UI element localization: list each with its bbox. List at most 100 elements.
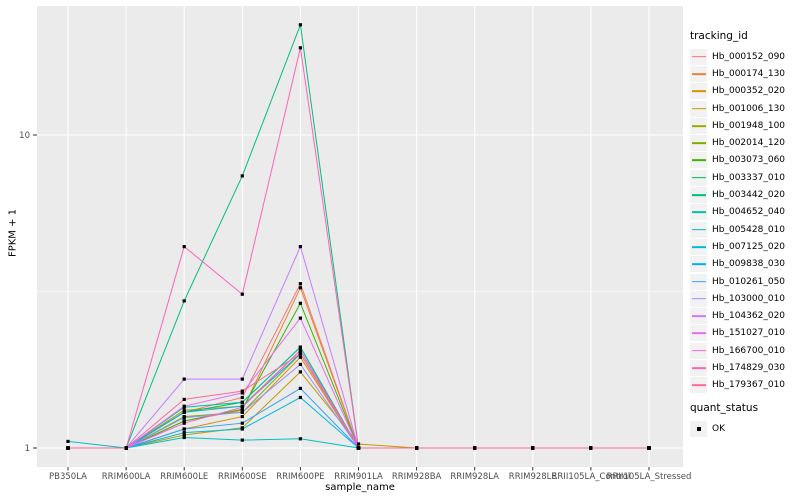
legend-entry-Hb_003337_010: Hb_003337_010 bbox=[690, 169, 800, 186]
plot-panel bbox=[37, 6, 683, 467]
legend-key-line-icon bbox=[690, 187, 707, 204]
legend-entry-label: Hb_010261_050 bbox=[712, 276, 786, 287]
legend-entry-label: Hb_000152_090 bbox=[712, 51, 786, 62]
legend-entry-label: Hb_000352_020 bbox=[712, 86, 786, 97]
legend-key-line-icon bbox=[690, 221, 707, 238]
legend-entry-Hb_179367_010: Hb_179367_010 bbox=[690, 377, 800, 394]
data-point bbox=[240, 174, 244, 178]
legend-entry-label: Hb_104362_020 bbox=[712, 311, 786, 322]
data-point bbox=[298, 46, 302, 50]
data-point bbox=[240, 421, 244, 425]
legend-entry-label: Hb_003337_010 bbox=[712, 172, 786, 183]
data-point bbox=[240, 377, 244, 381]
legend-title-quant-status: quant_status bbox=[690, 401, 759, 414]
x-tick-label: RRII105LA_Control bbox=[552, 472, 631, 482]
legend-shape-entries: OK bbox=[690, 420, 800, 437]
legend-entry-Hb_104362_020: Hb_104362_020 bbox=[690, 307, 800, 325]
legend-key-line-icon bbox=[690, 308, 707, 325]
legend-key-line-icon bbox=[690, 83, 707, 100]
legend-line-swatch bbox=[691, 176, 706, 179]
legend-entry-Hb_000152_090: Hb_000152_090 bbox=[690, 48, 800, 65]
data-point bbox=[182, 397, 186, 401]
legend-entry-label: Hb_174829_030 bbox=[712, 362, 786, 373]
square-point-icon bbox=[696, 426, 701, 431]
legend-key-line-icon bbox=[690, 117, 707, 134]
x-tick-label: RRIM600PE bbox=[276, 472, 324, 482]
x-tick-label: RRIM928BA bbox=[392, 472, 442, 482]
data-point bbox=[182, 431, 186, 435]
legend-key-line-icon bbox=[690, 256, 707, 273]
data-point bbox=[182, 410, 186, 414]
legend-key-line-icon bbox=[690, 238, 707, 255]
data-point bbox=[182, 416, 186, 420]
x-axis-title: sample_name bbox=[325, 482, 395, 493]
legend-line-swatch bbox=[691, 211, 706, 214]
data-point bbox=[298, 23, 302, 27]
data-point bbox=[298, 301, 302, 305]
legend-entry-label: OK bbox=[712, 423, 725, 434]
data-point bbox=[298, 386, 302, 390]
legend-color-entries: Hb_000152_090 Hb_000174_130 Hb_000352_020 H… bbox=[690, 48, 800, 394]
legend-entry-Hb_103000_010: Hb_103000_010 bbox=[690, 290, 800, 307]
data-point bbox=[240, 391, 244, 395]
legend-entry-Hb_007125_020: Hb_007125_020 bbox=[690, 238, 800, 255]
legend-entry-Hb_000352_020: Hb_000352_020 bbox=[690, 83, 800, 100]
legend-entry-label: Hb_003442_020 bbox=[712, 190, 786, 201]
legend-key-line-icon bbox=[690, 135, 707, 152]
data-point bbox=[182, 421, 186, 425]
data-point bbox=[66, 446, 70, 450]
legend-key-line-icon bbox=[690, 100, 707, 117]
data-point bbox=[182, 299, 186, 303]
data-point bbox=[356, 442, 361, 446]
data-point bbox=[298, 282, 302, 286]
legend-entry-label: Hb_001948_100 bbox=[712, 120, 786, 131]
x-tick-label: RRIM901LA bbox=[334, 472, 383, 482]
legend-key-line-icon bbox=[690, 290, 707, 307]
legend-line-swatch bbox=[691, 246, 706, 248]
data-point bbox=[298, 395, 302, 400]
x-tick-label: RRIM600LA bbox=[102, 472, 151, 482]
legend-key-line-icon bbox=[690, 342, 707, 359]
legend-line-swatch bbox=[691, 124, 706, 127]
data-point bbox=[240, 427, 244, 431]
y-axis-title: FPKM + 1 bbox=[7, 208, 19, 258]
data-point bbox=[356, 446, 361, 450]
legend-entry-label: Hb_002014_120 bbox=[712, 138, 786, 149]
data-point bbox=[298, 437, 302, 441]
legend-entry-Hb_003442_020: Hb_003442_020 bbox=[690, 186, 800, 204]
legend-line-swatch bbox=[691, 349, 706, 352]
legend-entry-label: Hb_103000_010 bbox=[712, 293, 786, 304]
legend-entry-quant-ok: OK bbox=[690, 420, 800, 437]
legend-line-swatch bbox=[691, 332, 706, 335]
data-point bbox=[182, 377, 186, 381]
legend-entry-label: Hb_003073_060 bbox=[712, 155, 786, 166]
legend-entry-label: Hb_009838_030 bbox=[712, 259, 786, 270]
x-tick-label: RRII105LA_Stressed bbox=[607, 472, 692, 482]
legend-entry-label: Hb_004652_040 bbox=[712, 207, 786, 218]
data-point bbox=[182, 245, 186, 249]
legend-entry-label: Hb_179367_010 bbox=[712, 380, 786, 391]
legend: tracking_id Hb_000152_090 Hb_000174_130 Hb… bbox=[690, 30, 800, 437]
legend-entry-Hb_000174_130: Hb_000174_130 bbox=[690, 65, 800, 82]
legend-line-swatch bbox=[691, 142, 706, 144]
data-point bbox=[182, 435, 186, 440]
legend-line-swatch bbox=[691, 367, 706, 369]
legend-key-line-icon bbox=[690, 169, 707, 186]
legend-key-square-icon bbox=[690, 420, 707, 437]
y-tick-label: 10 bbox=[19, 131, 30, 141]
legend-line-swatch bbox=[691, 297, 706, 300]
data-point bbox=[240, 407, 244, 411]
data-point bbox=[240, 405, 244, 409]
x-tick-label: RRIM600LE bbox=[160, 472, 208, 482]
legend-entry-Hb_004652_040: Hb_004652_040 bbox=[690, 204, 800, 221]
legend-entry-label: Hb_005428_010 bbox=[712, 224, 786, 235]
data-point bbox=[182, 433, 186, 437]
legend-key-line-icon bbox=[690, 152, 707, 169]
data-point bbox=[298, 286, 302, 290]
x-tick-label: RRIM928LE bbox=[509, 472, 557, 482]
legend-line-swatch bbox=[691, 90, 706, 93]
legend-entry-Hb_005428_010: Hb_005428_010 bbox=[690, 221, 800, 238]
data-point bbox=[66, 439, 70, 443]
legend-line-swatch bbox=[691, 73, 706, 75]
